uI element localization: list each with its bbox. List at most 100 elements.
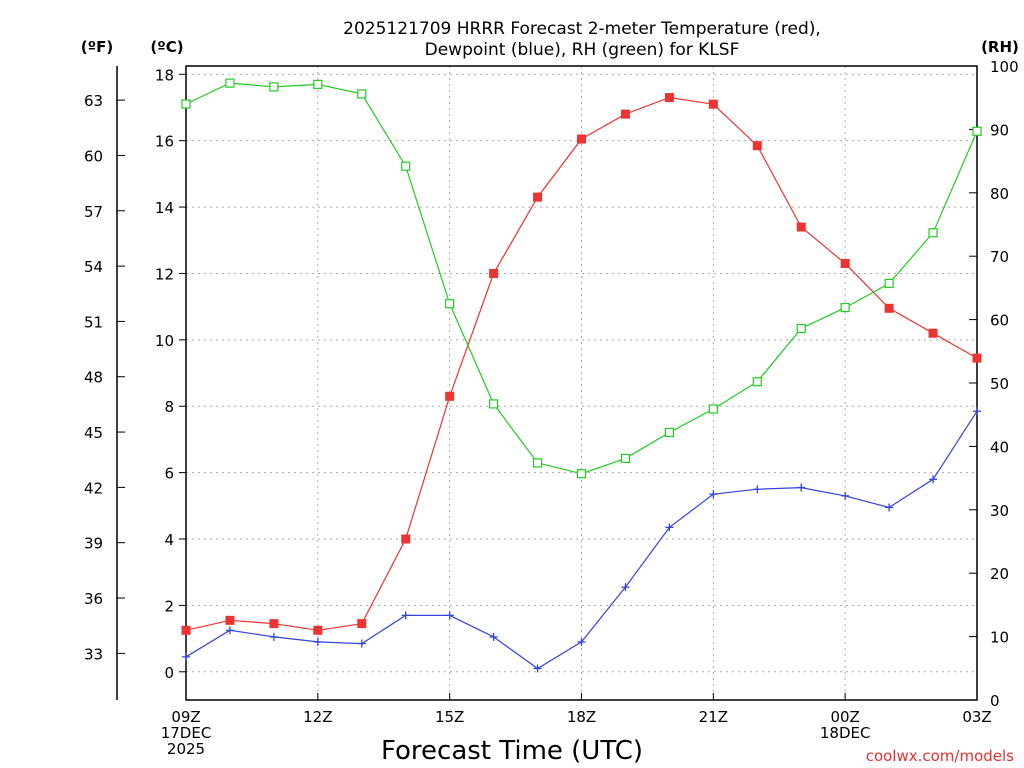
rh-point — [752, 377, 762, 387]
series-line-temperature — [185, 96, 978, 631]
rh-point — [269, 82, 279, 92]
rh-point — [313, 79, 323, 89]
temperature-point — [401, 534, 411, 544]
rh-point — [225, 78, 235, 88]
x-tick-label: 18DEC — [820, 724, 871, 742]
fahrenheit-unit-label: (ºF) — [81, 38, 113, 56]
data-series — [181, 78, 982, 673]
temperature-point — [181, 625, 191, 635]
temperature-point — [357, 619, 367, 629]
dewpoint-point — [709, 490, 718, 499]
fahrenheit-tick-label: 60 — [84, 147, 103, 165]
chart-subtitle: Dewpoint (blue), RH (green) for KLSF — [425, 40, 740, 60]
rh-point — [401, 161, 411, 171]
dewpoint-point — [445, 611, 454, 620]
x-tick-label: 17DEC — [161, 724, 212, 742]
rh-point — [928, 228, 938, 238]
temperature-point — [225, 615, 235, 625]
credit-label: coolwx.com/models — [866, 747, 1014, 765]
celsius-tick-label: 0 — [164, 664, 174, 682]
temperature-point — [489, 268, 499, 278]
dewpoint-point — [313, 637, 322, 646]
rh-point — [664, 427, 674, 438]
dewpoint-point — [841, 491, 850, 500]
dewpoint-point — [533, 664, 542, 673]
celsius-tick-label: 4 — [164, 531, 174, 549]
dewpoint-point — [225, 626, 234, 635]
series-rh — [181, 78, 982, 479]
dewpoint-point — [357, 639, 366, 648]
celsius-tick-label: 18 — [155, 66, 174, 84]
rh-tick-label: 100 — [990, 58, 1019, 76]
x-axis-label: Forecast Time (UTC) — [381, 736, 643, 766]
temperature-point — [752, 141, 762, 151]
rh-tick-label: 10 — [990, 629, 1009, 647]
rh-tick-label: 30 — [990, 502, 1009, 520]
rh-point — [708, 404, 718, 414]
rh-point — [532, 458, 543, 468]
x-tick-label: 21Z — [699, 708, 728, 726]
series-temperature — [181, 93, 982, 635]
dewpoint-point — [929, 475, 938, 484]
x-tick-label: 03Z — [962, 708, 991, 726]
celsius-tick-label: 16 — [155, 133, 174, 151]
rh-tick-label: 80 — [990, 185, 1009, 203]
tick-labels: 0 2 4 6 8 10 12 14 16 18 33 36 39 42 45 48 51 54 57 60 63 0 10… — [84, 58, 1019, 758]
chart-title: 2025121709 HRRR Forecast 2-meter Tempera… — [343, 19, 821, 39]
temperature-point — [972, 353, 982, 363]
rh-tick-label: 0 — [990, 692, 1000, 710]
fahrenheit-tick-label: 36 — [84, 590, 103, 608]
rh-point — [840, 302, 850, 313]
temperature-point — [664, 93, 674, 103]
temperature-point — [620, 109, 630, 119]
temperature-point — [708, 99, 718, 109]
rh-tick-label: 60 — [990, 312, 1009, 330]
fahrenheit-tick-label: 54 — [84, 258, 103, 276]
fahrenheit-tick-label: 45 — [84, 424, 103, 442]
dewpoint-point — [401, 611, 410, 620]
fahrenheit-tick-label: 57 — [84, 203, 103, 221]
grid-lines — [186, 66, 977, 700]
x-tick-label: 09Z — [171, 708, 200, 726]
rh-unit-label: (RH) — [981, 38, 1019, 56]
rh-point — [181, 99, 191, 109]
rh-point — [620, 453, 631, 464]
celsius-tick-label: 12 — [155, 265, 174, 283]
dewpoint-point — [269, 632, 278, 641]
fahrenheit-tick-label: 33 — [84, 645, 103, 663]
fahrenheit-tick-label: 39 — [84, 535, 103, 553]
rh-point — [884, 278, 894, 289]
dewpoint-point — [182, 652, 190, 661]
series-line-dewpoint — [185, 410, 978, 670]
dewpoint-point — [753, 485, 762, 494]
rh-tick-label: 70 — [990, 248, 1009, 266]
celsius-unit-label: (ºC) — [150, 38, 183, 56]
dewpoint-point — [621, 583, 630, 592]
fahrenheit-tick-label: 42 — [84, 479, 103, 497]
temperature-point — [313, 625, 323, 635]
rh-point — [489, 399, 499, 409]
rh-point — [576, 469, 587, 479]
celsius-tick-label: 6 — [164, 465, 174, 483]
x-tick-label: 00Z — [830, 708, 859, 726]
temperature-point — [577, 134, 586, 144]
temperature-point — [445, 391, 455, 401]
rh-point — [972, 126, 982, 136]
x-tick-label: 15Z — [435, 708, 464, 726]
rh-tick-label: 20 — [990, 565, 1009, 583]
fahrenheit-tick-label: 48 — [84, 369, 103, 387]
x-tick-label: 18Z — [567, 708, 596, 726]
temperature-point — [928, 328, 938, 338]
rh-point — [796, 323, 806, 334]
celsius-tick-label: 2 — [164, 597, 174, 615]
dewpoint-point — [797, 483, 806, 492]
rh-tick-label: 40 — [990, 438, 1009, 456]
rh-tick-label: 50 — [990, 375, 1009, 393]
axes — [116, 65, 978, 701]
fahrenheit-tick-label: 51 — [84, 313, 103, 331]
series-dewpoint — [182, 407, 981, 673]
dewpoint-point — [885, 503, 894, 512]
dewpoint-point — [489, 632, 498, 641]
temperature-point — [796, 222, 806, 232]
